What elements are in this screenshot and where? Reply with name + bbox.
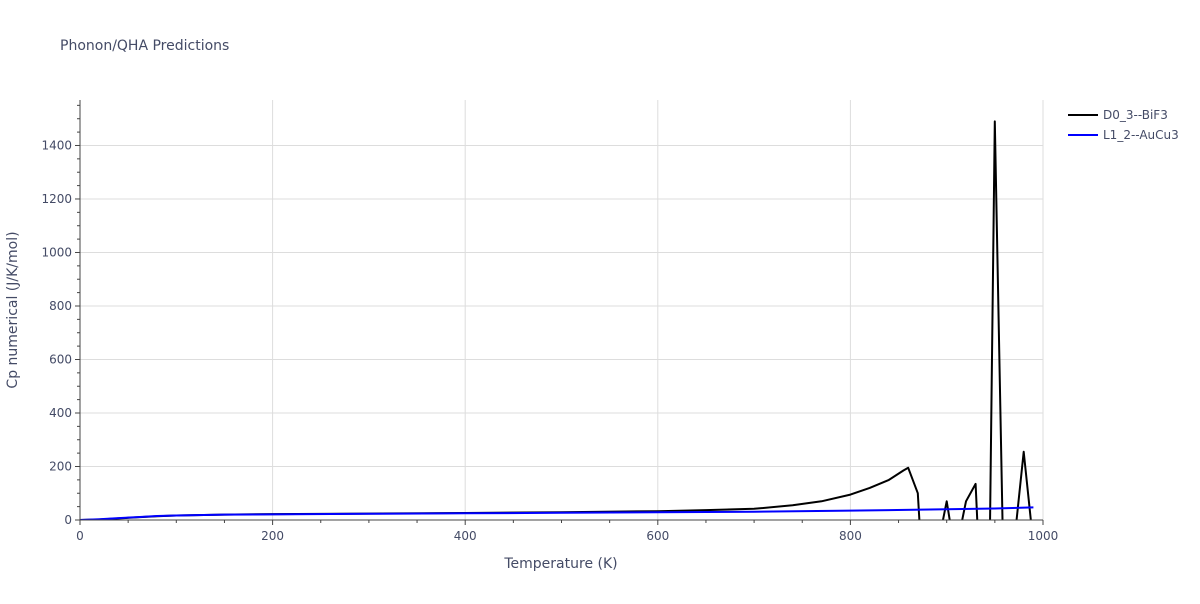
- chart-title: Phonon/QHA Predictions: [60, 38, 229, 54]
- legend[interactable]: D0_3--BiF3 L1_2--AuCu3: [1068, 108, 1179, 142]
- legend-item-1[interactable]: D0_3--BiF3: [1068, 108, 1168, 122]
- series-line-2: [80, 506, 1034, 520]
- y-tick-label: 1000: [41, 245, 72, 259]
- x-tick-label: 0: [76, 529, 84, 543]
- y-tick-label: 600: [49, 352, 72, 366]
- x-axis-title: Temperature (K): [503, 556, 617, 572]
- x-tick-label: 200: [261, 529, 284, 543]
- y-tick-label: 1200: [41, 192, 72, 206]
- x-tick-label: 400: [454, 529, 477, 543]
- legend-item-2[interactable]: L1_2--AuCu3: [1068, 128, 1179, 142]
- plot-area: [80, 120, 1034, 520]
- legend-label: D0_3--BiF3: [1103, 108, 1168, 122]
- y-tick-label: 400: [49, 406, 72, 420]
- y-tick-label: 1400: [41, 138, 72, 152]
- axes: 0 200 400 600 800 1000 0 200 400 600 800 1000 1200 14…: [41, 100, 1058, 543]
- series-line-1: [80, 120, 1032, 520]
- y-tick-label: 0: [64, 513, 72, 527]
- x-tick-label: 600: [646, 529, 669, 543]
- y-tick-label: 800: [49, 299, 72, 313]
- grid: [80, 100, 1044, 520]
- legend-label: L1_2--AuCu3: [1103, 128, 1179, 142]
- x-tick-label: 1000: [1028, 529, 1059, 543]
- y-tick-label: 200: [49, 459, 72, 473]
- y-axis-title: Cp numerical (J/K/mol): [5, 231, 21, 388]
- x-tick-label: 800: [839, 529, 862, 543]
